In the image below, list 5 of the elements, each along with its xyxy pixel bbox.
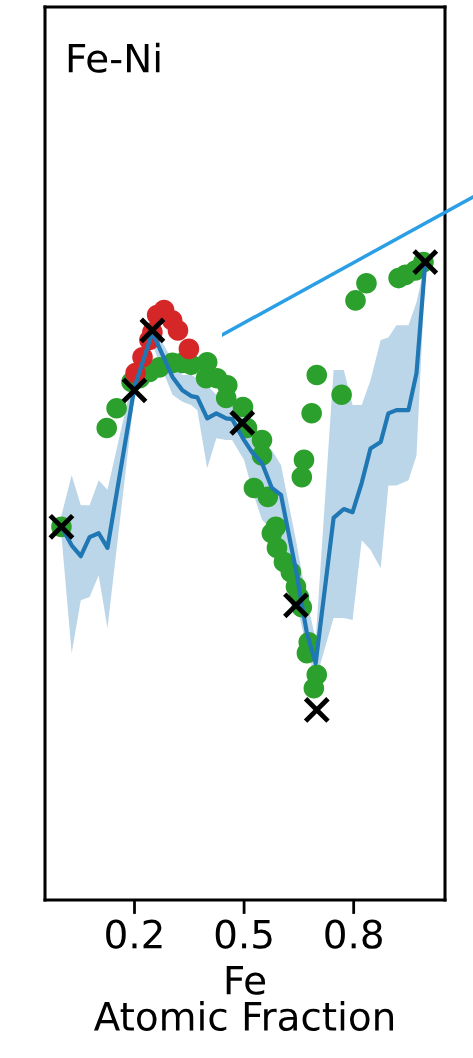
x-tick-label: 0.8: [325, 919, 382, 949]
x-tick-label: 0.5: [215, 919, 272, 949]
text: Fe-Ni: [68, 42, 160, 73]
x-tick-label: 0.2: [106, 919, 162, 949]
x-axis-title: Fe Atomic Fraction: [93, 965, 394, 1031]
